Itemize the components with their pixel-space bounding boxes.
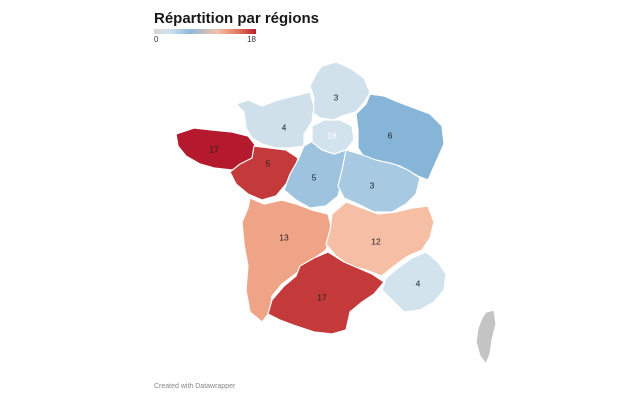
region-hauts-de-france[interactable]: [309, 61, 371, 121]
region-grand-est[interactable]: [355, 93, 445, 181]
region-auvergne-rhone-alpes[interactable]: [325, 201, 435, 277]
value-label-grand-est: 6: [388, 130, 393, 140]
legend-gradient-bar: [154, 29, 256, 34]
region-pays-de-la-loire[interactable]: [229, 145, 299, 201]
value-label-centre-val-de-loire: 5: [312, 172, 317, 182]
region-nouvelle-aquitaine[interactable]: [241, 197, 333, 323]
region-normandie[interactable]: [235, 91, 315, 149]
footer-credit: Created with Datawrapper: [154, 383, 236, 390]
color-legend: 0 18: [154, 29, 256, 44]
value-label-ile-de-france: 18: [327, 130, 337, 140]
value-label-bourgogne-franche-comte: 3: [370, 180, 375, 190]
legend-min-label: 0: [154, 35, 159, 44]
value-label-bretagne: 17: [209, 144, 219, 154]
value-label-normandie: 4: [282, 122, 287, 132]
value-label-occitanie: 17: [317, 292, 327, 302]
region-corse[interactable]: [475, 309, 497, 365]
value-label-pays-de-la-loire: 5: [266, 158, 271, 168]
region-occitanie[interactable]: [267, 251, 385, 335]
value-label-nouvelle-aquitaine: 13: [279, 232, 289, 242]
region-bourgogne-franche-comte[interactable]: [337, 149, 421, 213]
value-label-hauts-de-france: 3: [334, 92, 339, 102]
chart-title: Répartition par régions: [154, 10, 320, 27]
value-label-provence-alpes-cote-dazur: 4: [416, 278, 421, 288]
region-provence-alpes-cote-dazur[interactable]: [381, 251, 447, 313]
legend-max-label: 18: [247, 35, 256, 44]
value-label-auvergne-rhone-alpes: 12: [371, 236, 381, 246]
region-ile-de-france[interactable]: [311, 119, 355, 155]
